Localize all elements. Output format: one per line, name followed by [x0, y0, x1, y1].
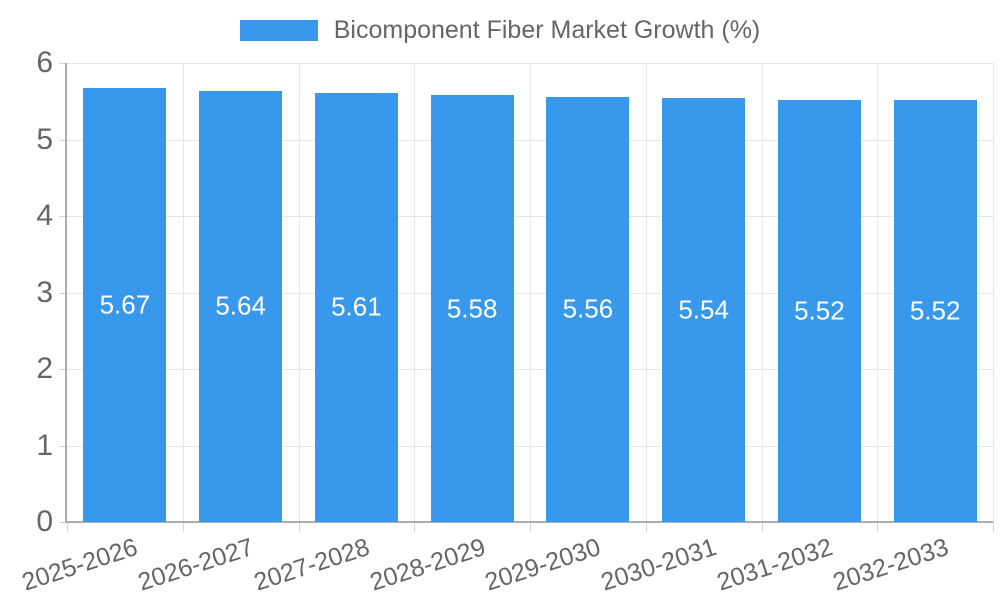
gridline-vertical [993, 63, 994, 522]
x-axis-label: 2028-2029 [366, 533, 489, 597]
x-axis-label: 2029-2030 [481, 533, 605, 597]
x-tick [877, 522, 879, 532]
x-axis-label: 2030-2031 [597, 533, 720, 597]
bar-value-label: 5.52 [794, 295, 845, 326]
bar[interactable]: 5.52 [893, 99, 977, 522]
bar-value-label: 5.64 [215, 290, 266, 321]
bar-value-label: 5.58 [446, 293, 498, 324]
y-axis-label: 5 [36, 122, 53, 156]
y-axis-label: 2 [36, 352, 53, 385]
legend-swatch [239, 20, 318, 41]
gridline-vertical [530, 63, 531, 522]
y-tick [59, 522, 67, 523]
gridline-vertical [182, 63, 184, 522]
bar-value-label: 5.56 [562, 293, 614, 324]
plot-area: 5.67 2025-2026 5.64 2026-2027 5.61 2027-2028 5… [19, 63, 994, 597]
gridline-vertical [645, 63, 647, 522]
y-tick [59, 369, 67, 370]
gridline-vertical [877, 63, 879, 522]
gridline-vertical [414, 63, 416, 522]
x-axis-line [65, 521, 993, 523]
x-axis-label: 2025-2026 [18, 533, 142, 597]
y-tick [59, 139, 67, 141]
x-axis-label: 2031-2032 [713, 533, 836, 597]
x-tick [298, 522, 300, 532]
bar[interactable]: 5.56 [546, 96, 630, 522]
y-axis-line [65, 63, 67, 522]
bar[interactable]: 5.52 [777, 99, 861, 522]
x-tick [67, 522, 68, 532]
bar[interactable]: 5.61 [314, 92, 398, 522]
gridline-vertical [761, 63, 763, 522]
x-tick [993, 522, 994, 532]
chart-legend[interactable]: Bicomponent Fiber Market Growth (%) [0, 16, 1000, 45]
bar-value-label: 5.67 [99, 289, 151, 320]
y-axis-labels: 0 1 2 3 4 5 6 [0, 48, 53, 537]
y-axis-label: 6 [36, 46, 53, 79]
x-tick [645, 522, 647, 532]
y-tick [59, 216, 67, 217]
y-axis-label: 1 [36, 428, 53, 462]
bar-value-label: 5.61 [331, 291, 382, 322]
x-axis-label: 2032-2033 [829, 533, 952, 597]
x-tick [182, 522, 184, 532]
gridline-vertical [298, 63, 300, 522]
bar-value-label: 5.52 [909, 295, 961, 326]
x-axis-label: 2027-2028 [250, 533, 373, 597]
x-tick [530, 522, 531, 532]
y-axis-label: 0 [36, 505, 53, 538]
y-axis-label: 3 [36, 275, 53, 309]
y-axis-label: 4 [36, 199, 53, 232]
y-tick [59, 63, 67, 64]
bar-value-label: 5.54 [678, 294, 729, 325]
x-axis-label: 2026-2027 [134, 533, 257, 597]
bar[interactable]: 5.67 [83, 88, 167, 522]
y-tick [59, 445, 67, 447]
legend-label: Bicomponent Fiber Market Growth (%) [333, 16, 761, 44]
y-tick [59, 292, 67, 294]
x-tick [414, 522, 416, 532]
x-tick [761, 522, 763, 532]
bar[interactable]: 5.58 [430, 95, 514, 522]
bar[interactable]: 5.64 [199, 90, 283, 522]
bar[interactable]: 5.54 [662, 98, 746, 522]
